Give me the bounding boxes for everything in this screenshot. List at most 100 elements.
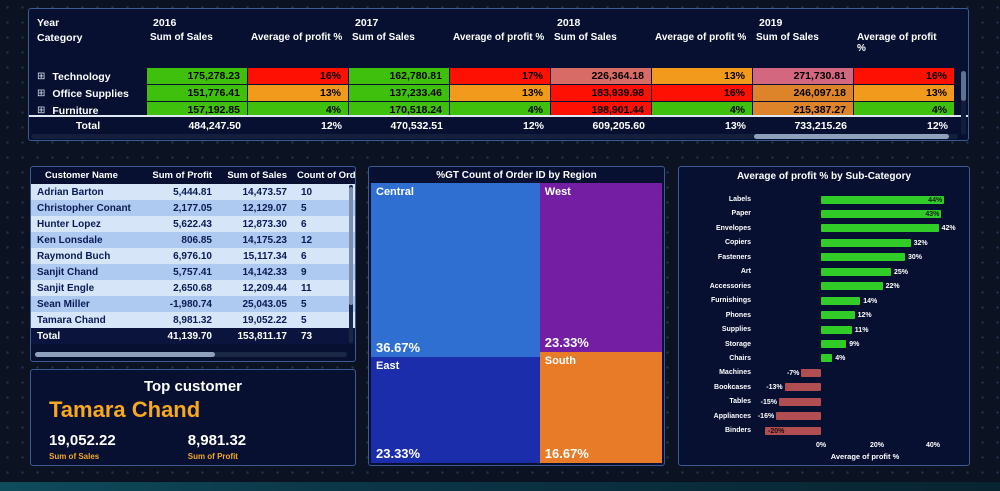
matrix-cell[interactable]: 183,939.98 [551,85,652,102]
cell-value: 6 [301,218,307,230]
bar[interactable] [821,354,833,363]
bar[interactable] [765,426,821,435]
bar[interactable] [821,195,945,204]
table-row[interactable]: Christopher Conant 2,177.05 12,129.07 5 [31,200,355,216]
expand-icon[interactable]: ⊞ [37,71,46,82]
col-header-avg-profit[interactable]: Average of profit % [251,32,343,43]
col-header-sum-of-sales[interactable]: Sum of Sales [756,32,819,43]
bar[interactable] [821,253,905,262]
matrix-cell[interactable]: 162,780.81 [349,68,450,85]
matrix-cell[interactable]: 157,192.85 [147,102,248,115]
col-header-sum-of-sales[interactable]: Sum of Sales [150,32,213,43]
matrix-cell[interactable]: 175,278.23 [147,68,248,85]
col-header-avg-profit[interactable]: Average of profit % [655,32,747,43]
customer-vscroll-thumb[interactable] [349,187,353,305]
matrix-cell[interactable]: 215,387.27 [753,102,854,115]
x-axis-ticks: 0% 20% 40% [685,442,965,452]
treemap-title: %GT Count of Order ID by Region [436,170,597,181]
bar[interactable] [821,267,891,276]
matrix-cell[interactable]: 16% [854,68,955,85]
treemap-block-east[interactable]: East 23.33% [371,356,540,463]
matrix-cell[interactable]: 13% [450,85,551,102]
year-header-2016[interactable]: 2016 [153,17,177,29]
matrix-cell[interactable]: 4% [248,102,349,115]
table-row[interactable]: Sean Miller -1,980.74 25,043.05 5 [31,296,355,312]
table-row[interactable]: Raymond Buch 6,976.10 15,117.34 6 [31,248,355,264]
matrix-cell[interactable]: 4% [854,102,955,115]
matrix-total-cell: 470,532.51 [390,119,443,132]
year-header-2017[interactable]: 2017 [355,17,379,29]
matrix-cell[interactable]: 226,364.18 [551,68,652,85]
bar-category-label: Binders [724,427,751,435]
matrix-cell[interactable]: 13% [652,68,753,85]
matrix-cell[interactable]: 137,233.46 [349,85,450,102]
matrix-year-header-row: Year 2016 2017 2018 2019 [29,9,968,29]
matrix-row-header[interactable]: ⊞ Technology [29,68,147,85]
year-header-2018[interactable]: 2018 [557,17,581,29]
bar[interactable] [776,412,821,421]
col-header-count-order-id[interactable]: Count of Order ID [297,170,356,181]
matrix-cell[interactable]: 13% [854,85,955,102]
bar-category-label: Accessories [709,282,751,290]
matrix-row-header[interactable]: ⊞ Office Supplies [29,85,147,102]
expand-icon[interactable]: ⊞ [37,88,46,99]
matrix-cell[interactable]: 198,901.44 [551,102,652,115]
matrix-cell[interactable]: 4% [652,102,753,115]
matrix-hscroll-thumb[interactable] [754,134,949,139]
bar[interactable] [821,238,911,247]
bar-row: Phones 12% [685,309,965,323]
matrix-cell[interactable]: 151,776.41 [147,85,248,102]
bar[interactable] [821,325,852,334]
matrix-cell[interactable]: 16% [248,68,349,85]
expand-icon[interactable]: ⊞ [37,105,46,115]
customer-body: Adrian Barton 5,444.81 14,473.57 10 Christop… [31,184,355,328]
table-row[interactable]: Tamara Chand 8,981.32 19,052.22 5 [31,312,355,328]
bar[interactable] [821,282,883,291]
bar[interactable] [821,209,942,218]
treemap-block-central[interactable]: Central 36.67% [371,183,540,357]
matrix-cell[interactable]: 170,518.24 [349,102,450,115]
table-row[interactable]: Hunter Lopez 5,622.43 12,873.30 6 [31,216,355,232]
bar[interactable] [821,311,855,320]
col-header-sum-of-sales[interactable]: Sum of Sales [554,32,617,43]
customer-name: Hunter Lopez [37,218,101,230]
matrix-cell[interactable]: 4% [450,102,551,115]
col-header-avg-profit[interactable]: Average of profit % [453,32,545,43]
matrix-vscroll-thumb[interactable] [961,71,966,101]
matrix-corner-category: Category [37,32,83,44]
matrix-cell[interactable]: 16% [652,85,753,102]
col-header-sum-of-sales[interactable]: Sum of Sales [352,32,415,43]
bar[interactable] [821,296,861,305]
bar[interactable] [801,368,821,377]
col-header-avg-profit[interactable]: Average of profit % [857,32,937,54]
year-header-2019[interactable]: 2019 [759,17,783,29]
table-row[interactable]: Adrian Barton 5,444.81 14,473.57 10 [31,184,355,200]
matrix-cell[interactable]: 246,097.18 [753,85,854,102]
bar-row: Furnishings 14% [685,294,965,308]
cell-value: 12,129.07 [242,202,288,214]
cell-value: 5,622.43 [173,218,212,230]
bar[interactable] [779,397,821,406]
treemap-block-south[interactable]: South 16.67% [539,352,662,463]
matrix-row-header[interactable]: ⊞ Furniture [29,102,147,116]
table-row[interactable]: Sanjit Chand 5,757.41 14,142.33 9 [31,264,355,280]
cell-value: 8,981.32 [173,314,212,326]
matrix-cell[interactable]: 17% [450,68,551,85]
bar[interactable] [821,224,939,233]
table-row[interactable]: Ken Lonsdale 806.85 14,175.23 12 [31,232,355,248]
bar[interactable] [784,383,821,392]
region-label: West [544,186,571,198]
customer-hscroll-thumb[interactable] [35,352,215,357]
customer-name: Christopher Conant [37,202,131,214]
matrix-cell[interactable]: 271,730.81 [753,68,854,85]
col-header-customer-name[interactable]: Customer Name [45,170,118,181]
col-header-sum-of-sales[interactable]: Sum of Sales [227,170,287,181]
cell-value: 11 [301,282,312,294]
treemap-block-west[interactable]: West 23.33% [539,183,662,353]
matrix-cell[interactable]: 13% [248,85,349,102]
bar-row: Envelopes 42% [685,222,965,236]
bar-category-label: Supplies [721,326,751,334]
table-row[interactable]: Sanjit Engle 2,650.68 12,209.44 11 [31,280,355,296]
bar[interactable] [821,340,847,348]
col-header-sum-of-profit[interactable]: Sum of Profit [152,170,212,181]
